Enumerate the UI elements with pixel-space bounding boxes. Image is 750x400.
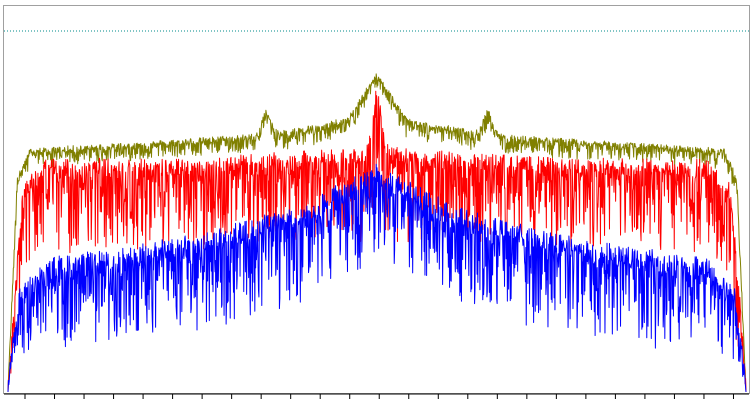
series-olive-line	[7, 73, 747, 393]
x-tick-layer	[4, 393, 749, 399]
series-red-line	[7, 90, 747, 393]
series-layer	[7, 73, 747, 393]
series-blue-line	[7, 163, 747, 393]
